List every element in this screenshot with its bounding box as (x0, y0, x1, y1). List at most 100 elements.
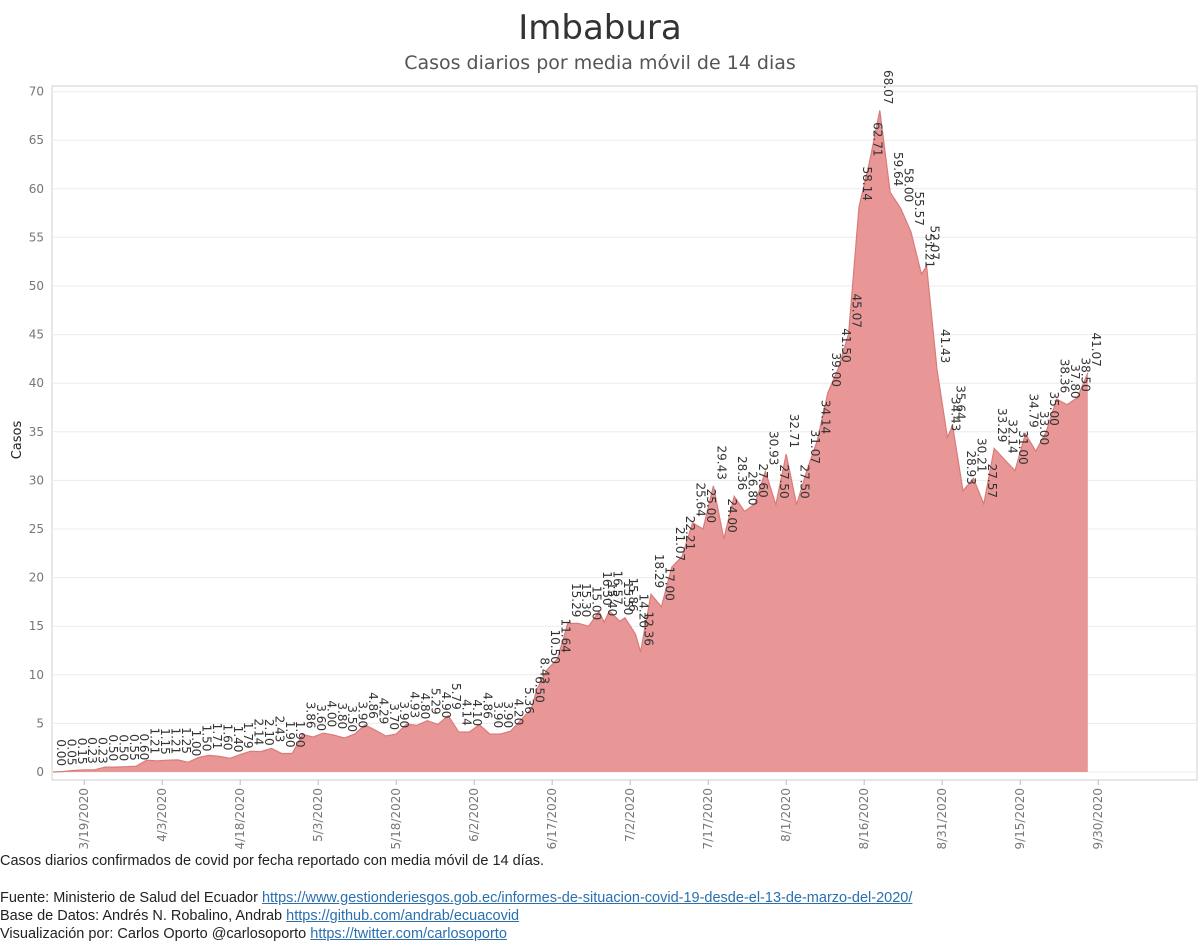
y-tick-label: 70 (29, 85, 44, 99)
y-tick-label: 45 (29, 328, 44, 342)
data-label: 27.57 (985, 464, 999, 498)
area-fill (53, 110, 1088, 772)
data-label: 3.86 (304, 702, 318, 729)
source-link[interactable]: https://www.gestionderiesgos.gob.ec/info… (261, 890, 913, 906)
data-label: 5.36 (522, 687, 536, 714)
data-label: 55.57 (912, 192, 926, 226)
source-label: Fuente: Ministerio de Salud del Ecuador (0, 890, 258, 906)
y-tick-label: 30 (29, 473, 44, 487)
x-tick-label: 5/3/2020 (311, 788, 325, 842)
data-label: 27.50 (777, 464, 791, 498)
data-label: 34.43 (948, 397, 962, 431)
data-label: 33.00 (1037, 411, 1051, 445)
data-label: 25.64 (694, 482, 708, 516)
data-label: 11.64 (558, 619, 572, 653)
data-label: 1.60 (220, 724, 234, 751)
data-label: 3.70 (387, 703, 401, 730)
footer-note: Casos diarios confirmados de covid por f… (0, 853, 545, 869)
data-label: 5.29 (428, 688, 442, 715)
data-label: 4.86 (366, 692, 380, 719)
data-label: 38.50 (1078, 357, 1092, 391)
y-tick-label: 15 (29, 619, 44, 633)
x-tick-label: 6/17/2020 (545, 788, 559, 850)
data-label: 45.07 (850, 294, 864, 328)
x-tick-label: 4/3/2020 (155, 788, 169, 842)
data-label: 1.21 (148, 727, 162, 754)
x-tick-label: 3/19/2020 (77, 788, 91, 850)
data-label: 21.07 (673, 527, 687, 561)
data-label: 4.86 (480, 692, 494, 719)
data-label: 15.29 (569, 583, 583, 617)
x-tick-label: 7/17/2020 (701, 788, 715, 850)
footer-source: Fuente: Ministerio de Salud del Ecuador … (0, 890, 912, 906)
database-link[interactable]: https://github.com/andrab/ecuacovid (286, 908, 520, 924)
data-label: 0.55 (127, 734, 141, 761)
x-tick-label: 8/31/2020 (935, 788, 949, 850)
y-tick-label: 65 (29, 133, 44, 147)
data-label: 34.79 (1026, 393, 1040, 427)
data-label: 1.79 (241, 722, 255, 749)
data-label: 24.00 (725, 498, 739, 532)
data-label: 4.20 (512, 698, 526, 725)
y-axis-label: Casos (10, 421, 25, 460)
data-label: 0.23 (96, 737, 110, 764)
data-label: 58.14 (860, 167, 874, 201)
data-label: 28.36 (735, 456, 749, 490)
data-label: 39.00 (829, 353, 843, 387)
chart-subtitle: Casos diarios por media móvil de 14 dias (404, 52, 796, 74)
data-label: 30.93 (766, 431, 780, 465)
data-label: 6.50 (532, 676, 546, 703)
x-tick-label: 4/18/2020 (233, 788, 247, 850)
data-label: 38.36 (1058, 359, 1072, 393)
data-label: 33.29 (995, 408, 1009, 442)
data-label: 22.21 (683, 516, 697, 550)
viz-link[interactable]: https://twitter.com/carlosoporto (310, 926, 507, 942)
data-label: 3.90 (356, 701, 370, 728)
data-label: 1.40 (231, 726, 245, 753)
data-label: 30.21 (974, 438, 988, 472)
y-tick-label: 50 (29, 279, 44, 293)
x-tick-label: 7/2/2020 (623, 788, 637, 842)
data-label: 3.90 (491, 701, 505, 728)
data-label: 1.50 (200, 725, 214, 752)
data-label: 15.86 (626, 577, 640, 611)
footer-visualization: Visualización por: Carlos Oporto @carlos… (0, 926, 507, 942)
data-label: 37.80 (1068, 364, 1082, 398)
x-tick-label: 8/1/2020 (779, 788, 793, 842)
data-label: 41.43 (938, 329, 952, 363)
x-tick-label: 9/30/2020 (1091, 788, 1105, 850)
y-tick-label: 10 (29, 668, 44, 682)
data-label: 15.00 (590, 586, 604, 620)
data-label: 25.00 (704, 489, 718, 523)
data-label: 0.23 (85, 737, 99, 764)
data-label: 58.00 (902, 168, 916, 202)
database-label: Base de Datos: Andrés N. Robalino, Andra… (0, 908, 283, 924)
chart-plot: 0 5 10 15 20 25 30 35 40 45 50 55 60 65 70 Casos 0.000.0… (10, 70, 1198, 850)
data-label: 14.20 (636, 594, 650, 628)
data-label: 1.21 (168, 727, 182, 754)
data-label: 3.90 (397, 701, 411, 728)
data-label: 4.80 (418, 693, 432, 720)
data-label: 1.15 (158, 728, 172, 755)
x-tick-label: 5/18/2020 (389, 788, 403, 850)
data-label: 2.43 (272, 716, 286, 743)
data-label: 52.07 (928, 226, 942, 260)
data-label: 28.93 (964, 450, 978, 484)
data-label: 4.90 (439, 692, 453, 719)
y-tick-label: 60 (29, 182, 44, 196)
data-label: 3.50 (345, 705, 359, 732)
data-label: 35.64 (954, 385, 968, 419)
data-label: 59.64 (891, 152, 905, 186)
y-tick-label: 25 (29, 522, 44, 536)
data-label: 16.50 (600, 571, 614, 605)
x-tick-label: 8/16/2020 (857, 788, 871, 850)
data-label: 1.00 (189, 730, 203, 757)
data-label: 0.50 (106, 734, 120, 761)
data-label: 0.50 (116, 734, 130, 761)
data-label: 0.15 (75, 738, 89, 765)
y-tick-label: 0 (36, 765, 44, 779)
data-label: 2.10 (262, 719, 276, 746)
y-tick-label: 40 (29, 376, 44, 390)
data-label: 0.60 (137, 733, 151, 760)
data-label: 5.79 (449, 683, 463, 710)
